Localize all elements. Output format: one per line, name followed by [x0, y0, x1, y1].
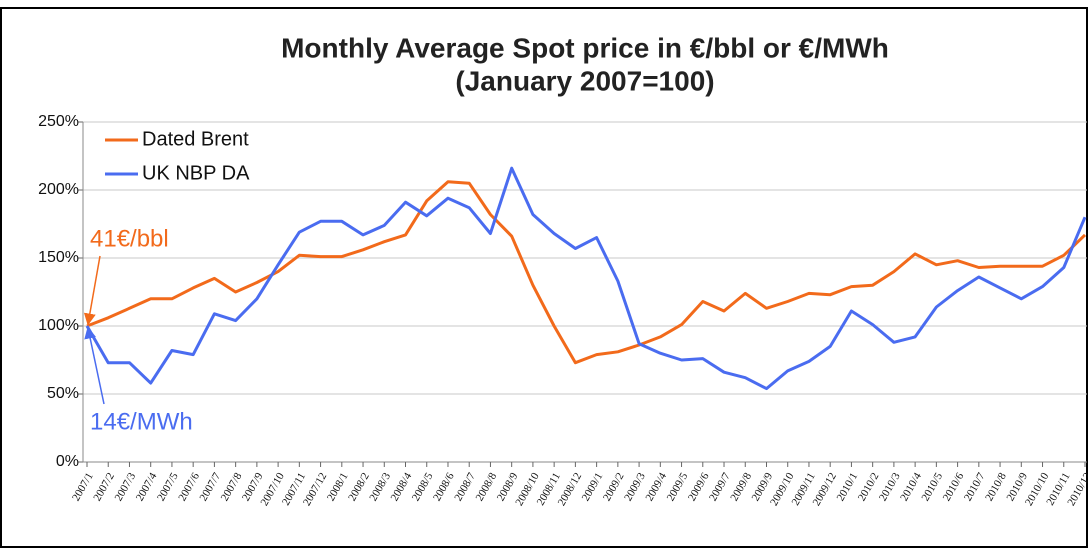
annotation-arrow [83, 255, 101, 326]
series-line [85, 166, 1087, 391]
legend-label: UK NBP DA [142, 162, 250, 184]
series-line [86, 180, 1087, 365]
y-tick-label: 0% [56, 453, 79, 470]
annotation: 14€/MWh [90, 408, 193, 435]
y-tick-label: 250% [38, 113, 79, 130]
annotation-arrow [84, 326, 105, 405]
annotation: 41€/bbl [90, 225, 169, 252]
chart-subtitle: (January 2007=100) [455, 65, 714, 96]
frame [0, 7, 1088, 548]
y-tick-label: 50% [47, 385, 79, 402]
y-tick-label: 100% [38, 317, 79, 334]
chart-title: Monthly Average Spot price in €/bbl or €… [281, 32, 889, 63]
y-tick-label: 150% [38, 249, 79, 266]
y-tick-label: 200% [38, 181, 79, 198]
legend-label: Dated Brent [142, 128, 249, 150]
